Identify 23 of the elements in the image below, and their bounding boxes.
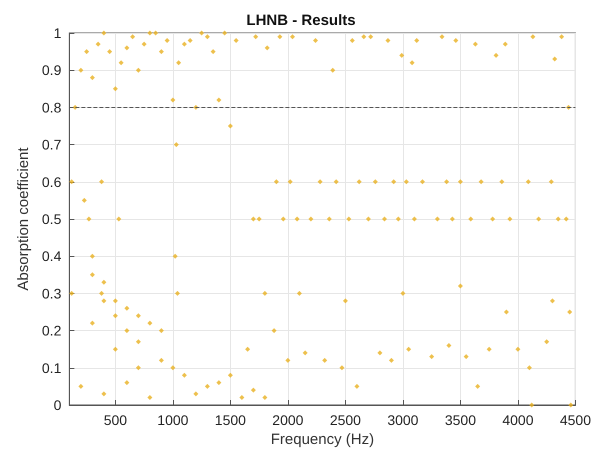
y-tick-label: 0.2 (42, 322, 62, 339)
y-axis-title: Absorption coefficient (15, 146, 32, 291)
x-tick-label: 3500 (444, 412, 476, 428)
x-tick-label: 4500 (560, 412, 592, 428)
x-tick-label: 500 (104, 412, 128, 428)
x-tick-label: 2000 (272, 412, 304, 428)
x-tick-label: 4000 (502, 412, 534, 428)
y-tick-label: 0.6 (42, 174, 62, 190)
x-tick-label: 3000 (387, 412, 419, 428)
y-tick-label: 0.5 (42, 211, 62, 227)
y-tick-label: 0 (54, 397, 62, 413)
x-tick-label: 1500 (214, 412, 246, 428)
x-tick-label: 1000 (157, 412, 189, 428)
y-tick-label: 0.7 (42, 136, 62, 153)
x-axis-title: Frequency (Hz) (270, 430, 374, 448)
x-tick-label: 2500 (330, 412, 362, 428)
chart-title: LHNB - Results (246, 12, 356, 29)
y-tick-label: 0.4 (42, 248, 62, 264)
y-tick-label: 1 (54, 25, 62, 41)
y-tick-label: 0.3 (42, 285, 62, 302)
y-tick-label: 0.8 (42, 99, 62, 116)
y-tick-label: 0.1 (42, 360, 62, 376)
y-tick-label: 0.9 (42, 62, 62, 78)
